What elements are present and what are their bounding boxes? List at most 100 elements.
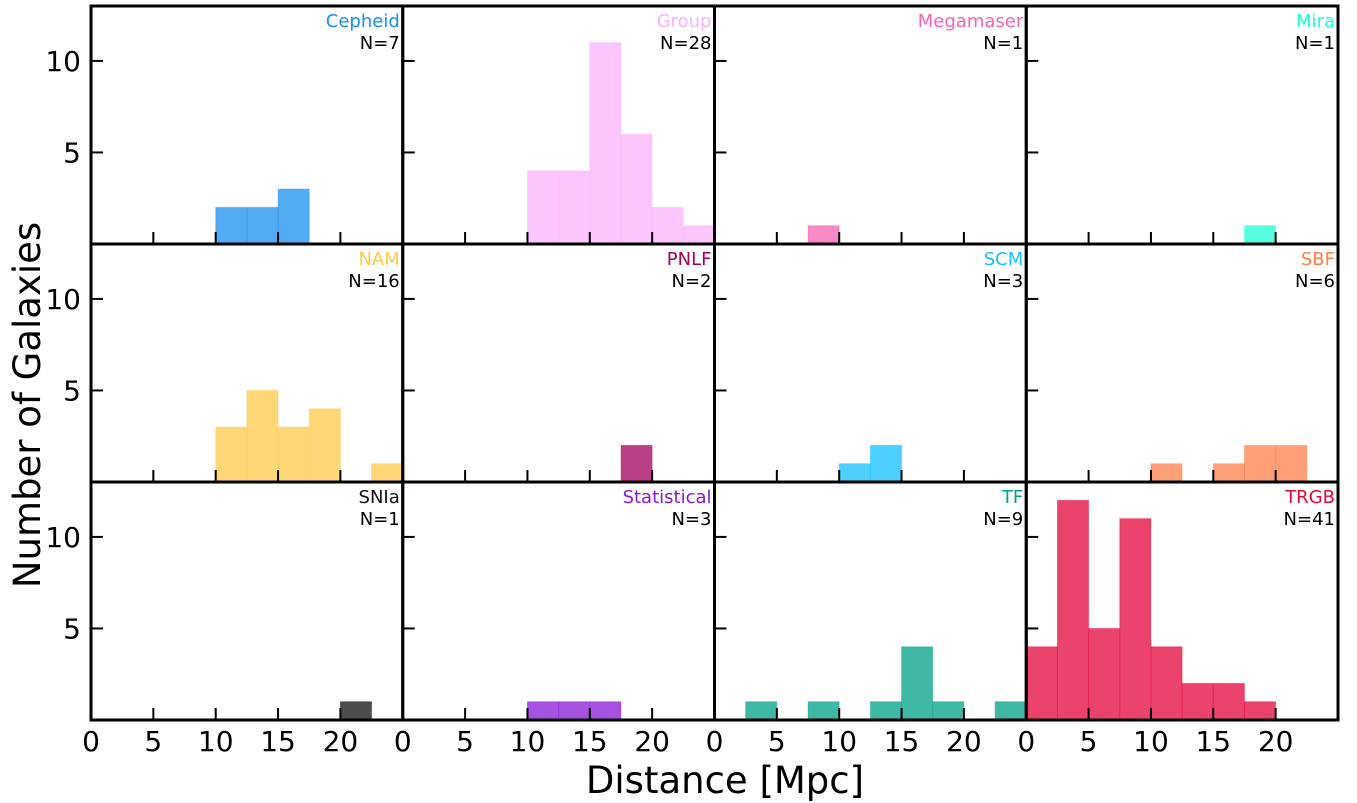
bar-tf-4 [932,701,965,721]
panel-frame [1024,4,1340,246]
count-label-sbf: N=6 [1295,271,1335,292]
bar-sbf-3 [1275,444,1308,483]
count-label-statistical: N=3 [672,509,712,530]
bar-nam-1 [246,389,279,483]
panel-frame [713,4,1028,246]
x-tick-label: 20 [323,725,359,758]
bar-trgb-7 [1243,701,1277,721]
bar-statistical-2 [589,701,622,721]
bar-trgb-4 [1150,646,1183,721]
bar-nam-0 [215,426,248,483]
method-label-snia: SNIa [359,487,400,508]
count-label-scm: N=3 [983,271,1023,292]
bar-megamaser-0 [807,225,840,245]
x-tick-label: 5 [456,725,474,758]
count-label-tf: N=9 [983,509,1023,530]
bar-trgb-0 [1025,646,1058,721]
bar-pnlf-0 [620,444,653,483]
x-tick-label: 0 [82,725,100,758]
x-tick-label: 15 [260,725,296,758]
method-label-group: Group [657,11,712,32]
y-axis-label: Number of Galaxies [6,222,49,588]
method-label-nam: NAM [358,249,399,270]
count-label-group: N=28 [660,33,711,54]
bar-statistical-0 [526,701,560,721]
bar-nam-4 [371,463,404,483]
x-tick-label: 20 [946,725,982,758]
x-tick-label: 0 [1017,725,1035,758]
bar-mira-0 [1243,225,1277,245]
count-label-mira: N=1 [1295,33,1335,54]
method-label-sbf: SBF [1301,249,1335,270]
y-tick-label: 5 [63,136,81,169]
count-label-nam: N=16 [348,271,399,292]
y-tick-label: 5 [63,374,81,407]
bar-tf-3 [901,646,934,721]
method-label-statistical: Statistical [623,487,712,508]
method-label-megamaser: Megamaser [918,11,1024,32]
bar-sbf-2 [1243,444,1277,483]
bar-trgb-1 [1056,499,1090,721]
count-label-trgb: N=41 [1284,509,1335,530]
x-tick-label: 10 [510,725,546,758]
y-tick-label: 10 [45,283,81,316]
panel-frame [89,480,405,722]
x-tick-label: 5 [768,725,786,758]
bar-trgb-5 [1181,682,1214,721]
bar-group-1 [558,170,591,245]
x-tick-label: 0 [394,725,412,758]
x-tick-label: 20 [1258,725,1294,758]
bar-group-2 [589,42,622,245]
bar-tf-2 [869,701,903,721]
bar-cepheid-0 [215,206,248,245]
panel-frame [401,242,716,484]
x-tick-label: 10 [821,725,857,758]
x-tick-label: 5 [144,725,162,758]
panel-frame [401,480,716,722]
y-tick-label: 5 [63,612,81,645]
x-tick-label: 20 [634,725,670,758]
bar-snia-0 [339,701,373,721]
x-tick-label: 10 [198,725,234,758]
bar-group-5 [682,225,716,245]
bar-trgb-6 [1212,682,1245,721]
y-tick-label: 10 [45,521,81,554]
bar-tf-0 [745,701,778,721]
x-tick-label: 5 [1080,725,1098,758]
count-label-pnlf: N=2 [672,271,712,292]
method-label-trgb: TRGB [1284,487,1335,508]
bar-statistical-1 [558,701,591,721]
bar-tf-5 [994,701,1027,721]
method-label-mira: Mira [1296,11,1335,32]
x-tick-label: 15 [1195,725,1231,758]
panel-frame [1024,480,1340,722]
bar-sbf-1 [1212,463,1245,483]
panel-tf: TFN=9 0 5 10 15 20 [706,480,1028,758]
bar-scm-0 [838,463,871,483]
bar-nam-2 [277,426,310,483]
bar-cepheid-2 [277,188,310,245]
bar-group-4 [651,206,684,245]
panels-layer: CepheidN=7510GroupN=28MegamaserN=1MiraN=… [45,4,1340,758]
bar-nam-3 [308,408,341,483]
x-tick-label: 0 [706,725,724,758]
count-label-megamaser: N=1 [983,33,1023,54]
panel-frame [713,480,1028,722]
method-label-tf: TF [1001,487,1023,508]
method-label-cepheid: Cepheid [326,11,400,32]
x-axis-label: Distance [Mpc] [586,759,864,802]
y-tick-label: 10 [45,45,81,78]
bar-group-0 [526,170,560,245]
method-label-scm: SCM [984,249,1024,270]
x-tick-label: 15 [572,725,608,758]
